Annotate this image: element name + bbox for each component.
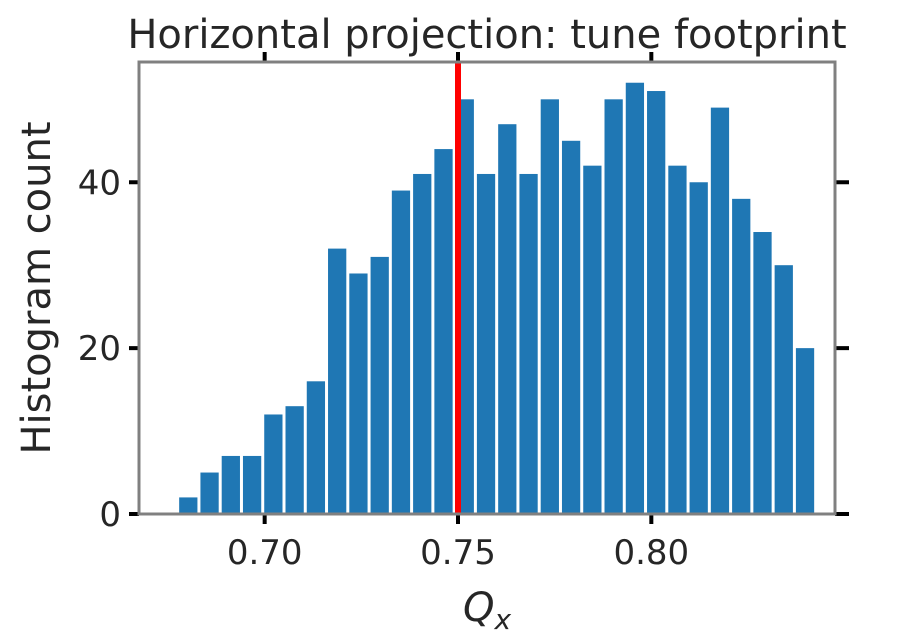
histogram-bar <box>604 99 623 514</box>
histogram-bar <box>795 348 815 514</box>
chart-title: Horizontal projection: tune footprint <box>127 12 846 58</box>
histogram-bar <box>689 182 708 514</box>
histogram-bar <box>370 256 389 514</box>
histogram-bar <box>498 124 517 514</box>
histogram-bar <box>200 472 219 514</box>
histogram-bar <box>519 173 538 514</box>
histogram-bar <box>647 91 666 514</box>
histogram-bar <box>583 165 602 514</box>
ticks-group: 0.70 0.75 0.80 0 20 40 <box>78 52 849 573</box>
histogram-bar <box>179 497 198 514</box>
histogram-bar <box>434 149 453 514</box>
histogram-bar <box>349 273 368 514</box>
histogram-bar <box>625 82 645 514</box>
x-tick-label: 0.70 <box>227 533 303 573</box>
histogram-bar <box>285 406 304 514</box>
histogram-bar <box>264 414 283 514</box>
histogram-bar <box>561 140 581 514</box>
histogram-bar <box>391 190 411 514</box>
histogram-bar <box>710 107 730 514</box>
y-tick-label: 0 <box>99 495 121 535</box>
histogram-bar <box>306 381 326 514</box>
y-tick-label: 40 <box>78 163 121 203</box>
y-axis-label: Histogram count <box>14 121 60 454</box>
histogram-bar <box>774 265 793 514</box>
y-tick-label: 20 <box>78 329 121 369</box>
histogram-bar <box>242 455 262 514</box>
plot-frame <box>137 60 837 516</box>
histogram-bar <box>732 198 751 514</box>
histogram-bar <box>328 248 347 514</box>
histogram-bar <box>221 455 240 514</box>
x-axis-label-subscript: x <box>493 603 511 636</box>
x-tick-label: 0.75 <box>420 533 496 573</box>
histogram-bar <box>753 232 772 514</box>
histogram-bar <box>476 173 496 514</box>
x-axis-label-main: Q <box>463 585 494 631</box>
bars-group <box>179 82 815 514</box>
histogram-bar <box>668 165 687 514</box>
x-tick-label: 0.80 <box>613 533 689 573</box>
x-axis-label: Qx <box>463 585 511 636</box>
histogram-bar <box>540 99 559 514</box>
histogram-bar <box>413 173 432 514</box>
